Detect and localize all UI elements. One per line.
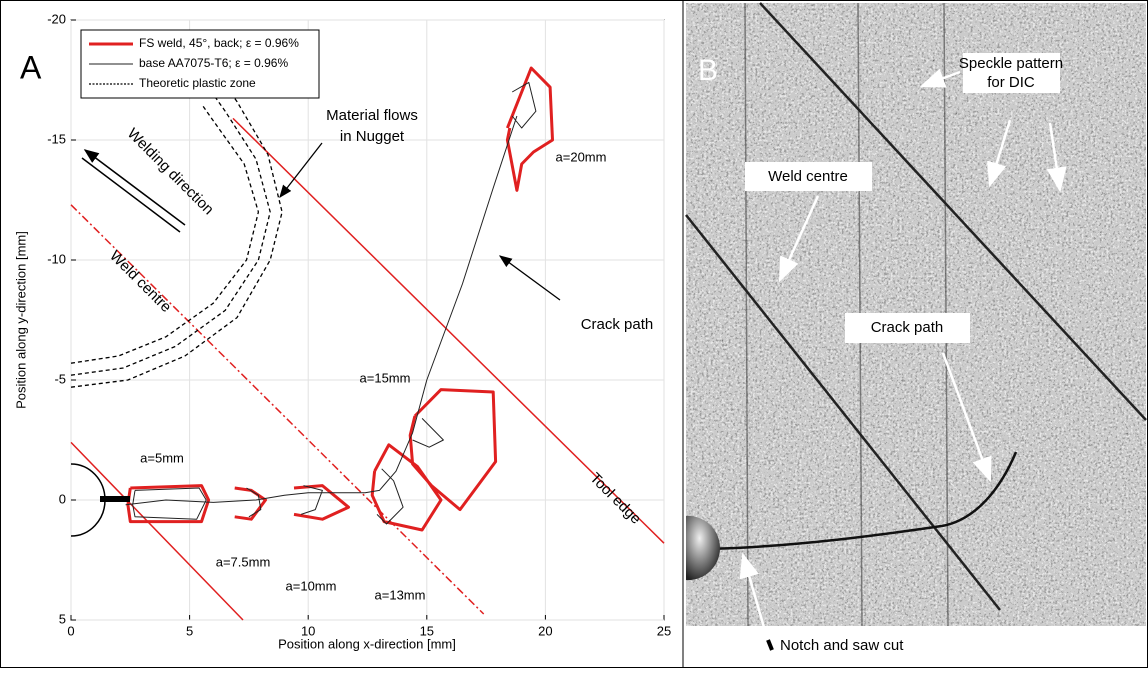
- photo-label: Speckle pattern: [959, 55, 1063, 72]
- photo-label: Crack path: [871, 319, 944, 336]
- y-tick-label: 0: [59, 491, 66, 506]
- panel-label: B: [698, 54, 718, 87]
- photo-label: Weld centre: [768, 168, 848, 185]
- y-tick-label: -15: [47, 131, 66, 146]
- figure: 0510152025-20-15-10-505 A Position along…: [0, 0, 1148, 668]
- x-tick-label: 5: [186, 623, 193, 638]
- x-tick-label: 25: [657, 623, 671, 638]
- annotation: a=15mm: [360, 370, 411, 385]
- annotation: Crack path: [581, 316, 654, 333]
- photo-label: for DIC: [987, 74, 1035, 91]
- annotation: a=13mm: [375, 587, 426, 602]
- x-tick-label: 0: [67, 623, 74, 638]
- saw-cut: [100, 496, 130, 502]
- annotation: a=7.5mm: [216, 554, 271, 569]
- legend-label: base AA7075-T6; ε = 0.96%: [139, 56, 288, 70]
- x-axis-label: Position along x-direction [mm]: [278, 636, 456, 651]
- y-tick-label: -5: [54, 371, 66, 386]
- annotation: Material flows: [326, 107, 418, 124]
- photo-label: Notch and saw cut: [780, 637, 904, 654]
- y-axis-label: Position along y-direction [mm]: [13, 231, 28, 409]
- annotation: a=20mm: [556, 149, 607, 164]
- y-tick-label: -10: [47, 251, 66, 266]
- legend: FS weld, 45°, back; ε = 0.96% base AA7075…: [81, 30, 319, 98]
- y-tick-label: 5: [59, 611, 66, 626]
- x-tick-label: 20: [538, 623, 552, 638]
- panel-b: B Speckle pattern for DIC Weld centre Cr…: [686, 3, 1146, 654]
- annotation: in Nugget: [340, 128, 405, 145]
- annotation: a=5mm: [140, 450, 184, 465]
- y-tick-label: -20: [47, 11, 66, 26]
- annotation: a=10mm: [286, 578, 337, 593]
- panel-label: A: [20, 49, 42, 85]
- legend-label: FS weld, 45°, back; ε = 0.96%: [139, 36, 299, 50]
- legend-label: Theoretic plastic zone: [139, 76, 256, 90]
